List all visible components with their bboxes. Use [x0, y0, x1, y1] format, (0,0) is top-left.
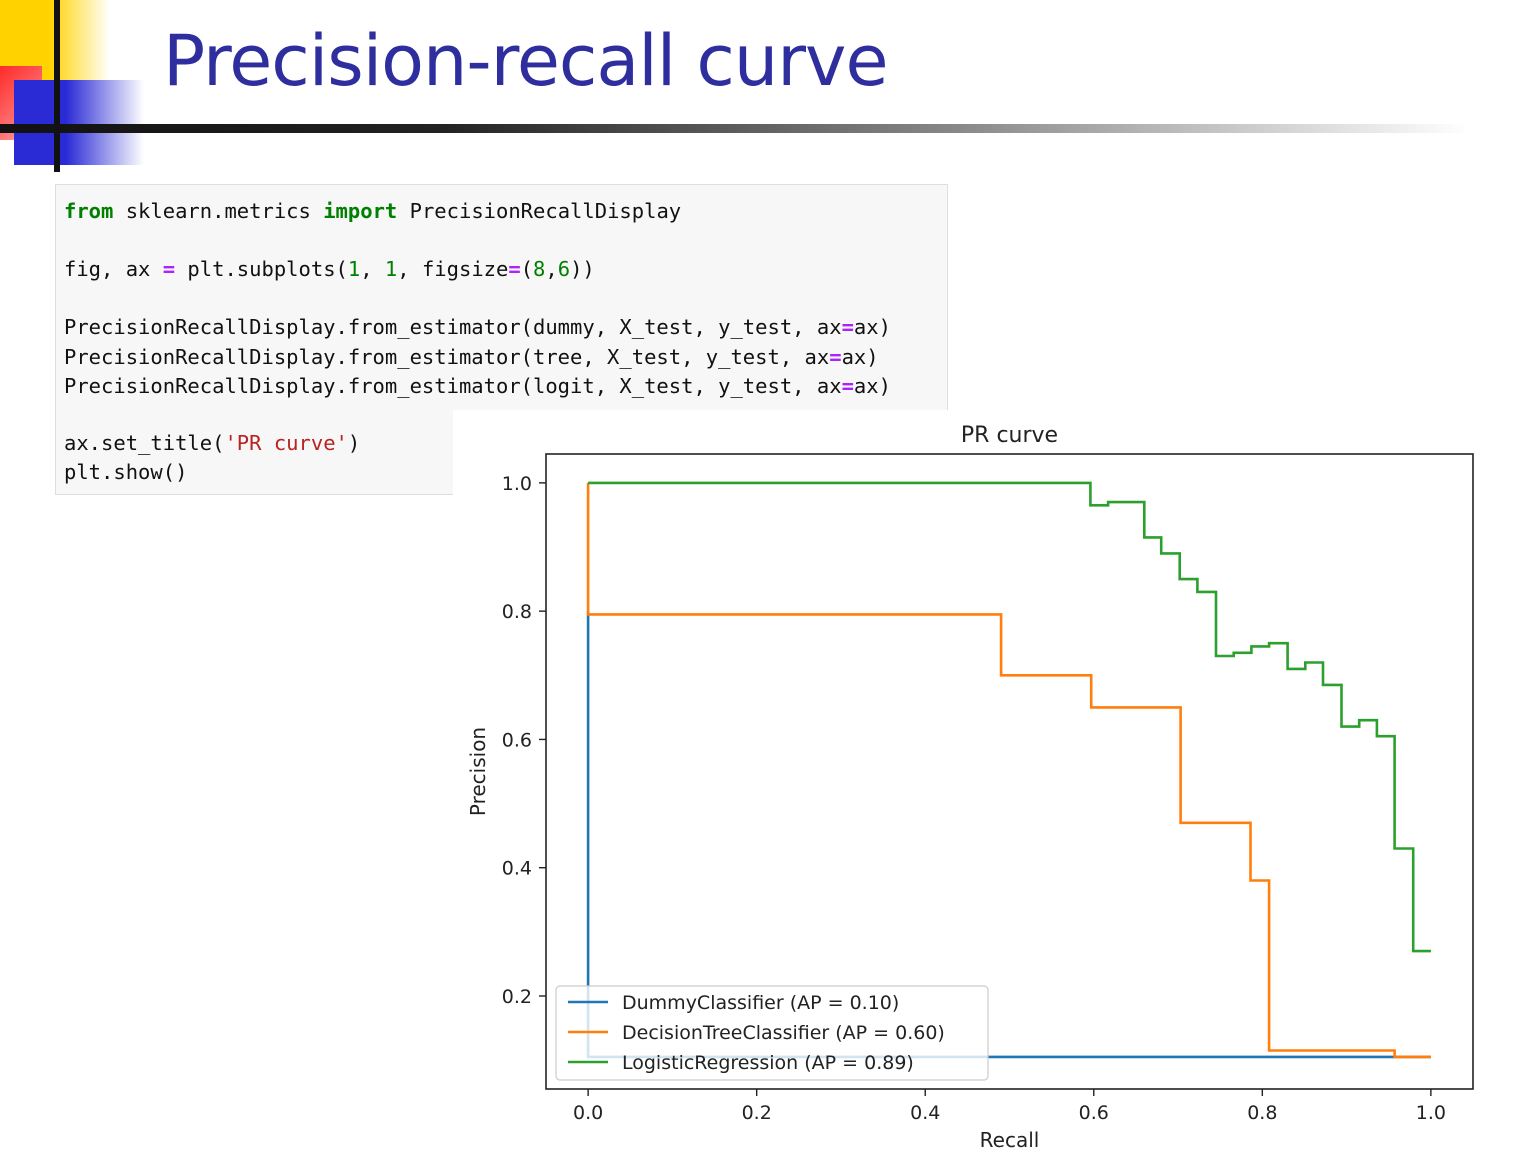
code-operator: =: [162, 257, 176, 281]
y-tick-label: 1.0: [502, 473, 532, 495]
x-tick-label: 0.8: [1247, 1102, 1277, 1124]
legend-label: DecisionTreeClassifier (AP = 0.60): [622, 1022, 945, 1044]
code-text: ax): [853, 374, 891, 398]
x-tick-label: 0.4: [910, 1102, 940, 1124]
code-string: 'PR curve': [224, 431, 348, 455]
code-text: ax): [853, 315, 891, 339]
y-tick-label: 0.4: [502, 858, 532, 880]
code-operator: =: [841, 315, 854, 339]
legend: DummyClassifier (AP = 0.10) DecisionTreeC…: [555, 985, 989, 1081]
x-axis-label: Recall: [980, 1128, 1040, 1152]
code-keyword: import: [323, 199, 398, 223]
code-line-dummy: PrecisionRecallDisplay.from_estimator(du…: [64, 313, 891, 341]
code-text: ,: [360, 257, 385, 281]
code-text: PrecisionRecallDisplay.from_estimator(du…: [64, 315, 842, 339]
code-text: ax): [841, 345, 879, 369]
code-text: plt.subplots(: [175, 257, 348, 281]
code-line-set-title: ax.set_title('PR curve'): [64, 429, 360, 457]
y-tick-label: 0.2: [502, 986, 532, 1008]
plot-layer: 0.0 0.2 0.4 0.6 0.8 1.0 0.2 0.4 0.6 0.8 1.0 PR curv…: [466, 423, 1474, 1152]
code-line-tree: PrecisionRecallDisplay.from_estimator(tr…: [64, 343, 879, 371]
code-text: plt.show(): [64, 460, 188, 484]
x-tick-label: 0.6: [1079, 1102, 1109, 1124]
x-tick-label: 0.2: [742, 1102, 772, 1124]
plot-frame: [545, 453, 1474, 1090]
legend-label: DummyClassifier (AP = 0.10): [622, 992, 899, 1014]
chart-panel: 0.0 0.2 0.4 0.6 0.8 1.0 0.2 0.4 0.6 0.8 1.0 PR curv…: [453, 410, 1515, 1155]
code-line-import: from sklearn.metrics import PrecisionRec…: [64, 197, 681, 225]
pr-curve-chart: 0.0 0.2 0.4 0.6 0.8 1.0 0.2 0.4 0.6 0.8 1.0 PR curv…: [466, 423, 1474, 1152]
decor-blue-square: [14, 80, 144, 165]
code-line-show: plt.show(): [64, 458, 187, 486]
code-text: (: [520, 257, 534, 281]
code-text: ,: [545, 257, 558, 281]
code-operator: =: [841, 374, 854, 398]
legend-box: [555, 985, 989, 1081]
code-text: PrecisionRecallDisplay: [397, 199, 682, 223]
code-operator: =: [508, 257, 521, 281]
series-line-2: [588, 481, 1431, 953]
code-text: , figsize: [397, 257, 509, 281]
code-number: 6: [557, 257, 571, 281]
y-tick-label: 0.8: [502, 601, 532, 623]
code-number: 8: [533, 257, 546, 281]
code-text: sklearn.metrics: [113, 199, 324, 223]
y-tick-label: 0.6: [502, 729, 532, 751]
slide-title: Precision-recall curve: [163, 20, 889, 102]
code-operator: =: [829, 345, 842, 369]
y-axis-label: Precision: [466, 727, 490, 816]
decor-vertical-rule: [54, 0, 60, 172]
code-text: PrecisionRecallDisplay.from_estimator(tr…: [64, 345, 830, 369]
code-keyword: from: [64, 199, 114, 223]
code-text: ): [347, 431, 361, 455]
x-tick-label: 1.0: [1416, 1102, 1446, 1124]
code-text: ax.set_title(: [64, 431, 225, 455]
code-line-logit: PrecisionRecallDisplay.from_estimator(lo…: [64, 372, 891, 400]
code-line-subplots: fig, ax = plt.subplots(1, 1, figsize=(8,…: [64, 255, 595, 283]
code-number: 1: [347, 257, 361, 281]
chart-title: PR curve: [961, 423, 1058, 448]
legend-label: LogisticRegression (AP = 0.89): [622, 1052, 914, 1074]
code-text: )): [570, 257, 595, 281]
decor-horizontal-rule: [0, 124, 1470, 133]
series-line-1: [586, 482, 1431, 1059]
code-number: 1: [384, 257, 398, 281]
x-tick-label: 0.0: [573, 1102, 603, 1124]
code-text: fig, ax: [64, 257, 163, 281]
code-text: PrecisionRecallDisplay.from_estimator(lo…: [64, 374, 842, 398]
